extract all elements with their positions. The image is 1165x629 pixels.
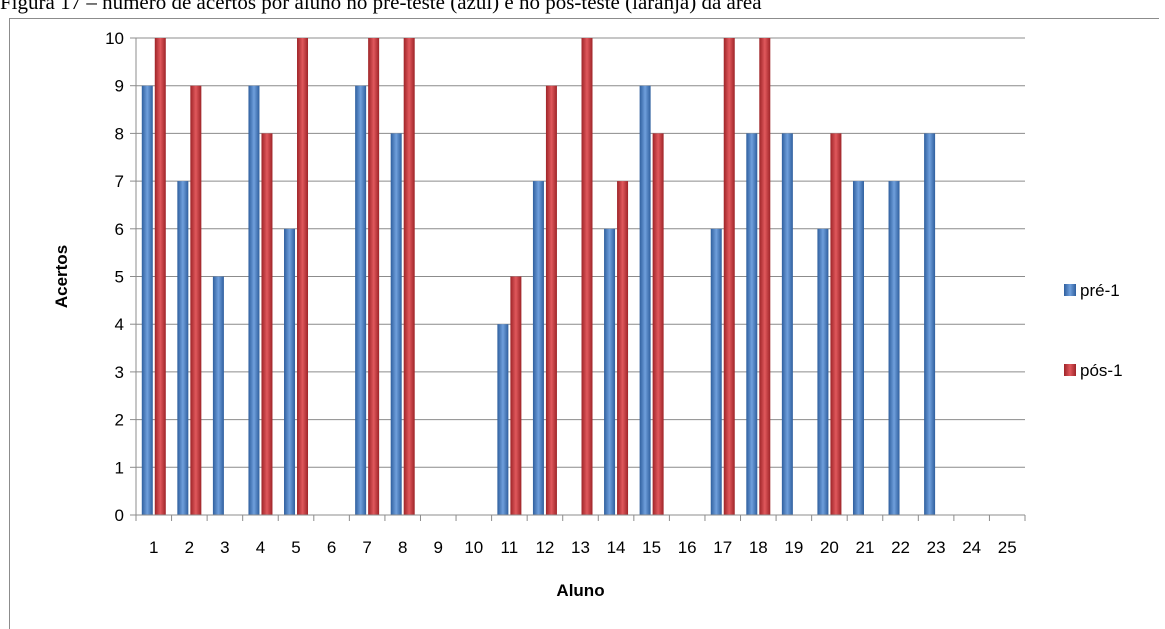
x-tick-label-23: 23 [927, 538, 946, 557]
bar-pós-1-17 [723, 38, 735, 515]
bar-pós-1-2 [190, 85, 202, 515]
x-tick-label-24: 24 [962, 538, 981, 557]
bar-pré-1-22 [888, 181, 900, 515]
bar-pré-1-3 [212, 276, 224, 515]
x-tick-label-2: 2 [185, 538, 194, 557]
x-tick-label-15: 15 [642, 538, 661, 557]
x-axis-title: Aluno [556, 581, 604, 600]
x-tick-label-18: 18 [749, 538, 768, 557]
y-tick-label-0: 0 [115, 506, 124, 525]
bar-pré-1-7 [355, 85, 367, 515]
x-tick-label-11: 11 [501, 538, 519, 557]
legend: pré-1 pós-1 [1064, 281, 1123, 380]
bar-pré-1-11 [497, 324, 509, 515]
bar-pós-1-20 [830, 133, 842, 515]
bar-pré-1-4 [248, 85, 260, 515]
y-tick-label-4: 4 [115, 315, 124, 334]
bar-pós-1-1 [154, 38, 166, 515]
bar-pré-1-21 [852, 181, 864, 515]
bar-pós-1-12 [545, 85, 557, 515]
x-tick-label-14: 14 [607, 538, 626, 557]
y-tick-label-9: 9 [115, 77, 124, 96]
bar-pré-1-14 [604, 228, 616, 516]
x-tick-label-1: 1 [149, 538, 158, 557]
x-tick-label-13: 13 [571, 538, 590, 557]
x-tick-label-3: 3 [220, 538, 229, 557]
x-tick-label-8: 8 [398, 538, 407, 557]
x-tick-label-4: 4 [256, 538, 265, 557]
bar-pós-1-7 [368, 38, 380, 515]
bar-pré-1-2 [177, 181, 189, 515]
x-tick-label-22: 22 [891, 538, 910, 557]
x-tick-label-19: 19 [784, 538, 803, 557]
axes [130, 37, 1026, 521]
y-tick-label-10: 10 [105, 29, 124, 48]
x-tick-label-5: 5 [291, 538, 300, 557]
bar-pós-1-18 [759, 38, 771, 515]
x-tick-label-10: 10 [464, 538, 483, 557]
bar-pré-1-12 [532, 181, 544, 515]
y-axis-title: Acertos [52, 245, 71, 308]
x-tick-label-25: 25 [998, 538, 1017, 557]
bar-pós-1-13 [581, 38, 593, 515]
figure-caption: Figura 17 – número de acertos por aluno … [0, 0, 762, 14]
legend-label-pós-1: pós-1 [1080, 361, 1123, 380]
x-tick-label-16: 16 [678, 538, 697, 557]
x-tick-label-9: 9 [434, 538, 443, 557]
bar-pré-1-19 [781, 133, 793, 515]
bar-pré-1-17 [710, 228, 722, 516]
bar-pós-1-11 [510, 276, 522, 515]
bar-pré-1-18 [746, 133, 758, 515]
bar-pós-1-15 [652, 133, 664, 515]
bar-pré-1-8 [390, 133, 402, 515]
y-tick-label-6: 6 [115, 220, 124, 239]
bar-pós-1-14 [617, 181, 629, 515]
legend-swatch-pós-1 [1064, 364, 1076, 376]
x-tick-label-20: 20 [820, 538, 839, 557]
y-tick-label-2: 2 [115, 411, 124, 430]
x-tick-label-12: 12 [535, 538, 554, 557]
legend-label-pré-1: pré-1 [1080, 281, 1120, 300]
bar-pós-1-8 [403, 38, 415, 515]
bar-pré-1-1 [141, 85, 153, 515]
x-tick-label-17: 17 [713, 538, 732, 557]
bar-pré-1-20 [817, 228, 829, 516]
legend-swatch-pré-1 [1064, 284, 1076, 296]
x-tick-label-7: 7 [362, 538, 371, 557]
chart-frame [9, 18, 1159, 629]
bar-pré-1-15 [639, 85, 651, 515]
y-tick-label-3: 3 [115, 363, 124, 382]
bar-pré-1-23 [924, 133, 936, 515]
bar-pós-1-4 [261, 133, 273, 515]
y-tick-label-1: 1 [115, 458, 124, 477]
y-tick-label-5: 5 [115, 268, 124, 287]
y-tick-label-7: 7 [115, 172, 124, 191]
y-tick-label-8: 8 [115, 124, 124, 143]
bar-pós-1-5 [297, 38, 309, 515]
bar-pré-1-5 [284, 228, 296, 516]
x-tick-label-6: 6 [327, 538, 336, 557]
bars [141, 38, 936, 516]
x-tick-label-21: 21 [856, 538, 875, 557]
